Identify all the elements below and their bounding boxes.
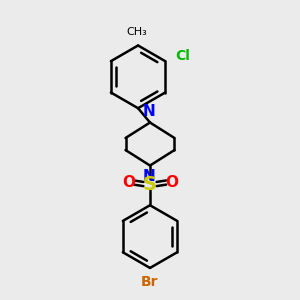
Text: N: N bbox=[142, 169, 155, 184]
Text: O: O bbox=[122, 175, 135, 190]
Text: CH₃: CH₃ bbox=[126, 27, 147, 37]
Text: O: O bbox=[165, 175, 178, 190]
Text: N: N bbox=[142, 104, 155, 119]
Text: Br: Br bbox=[141, 275, 159, 290]
Text: Cl: Cl bbox=[176, 49, 190, 63]
Text: S: S bbox=[143, 175, 157, 194]
